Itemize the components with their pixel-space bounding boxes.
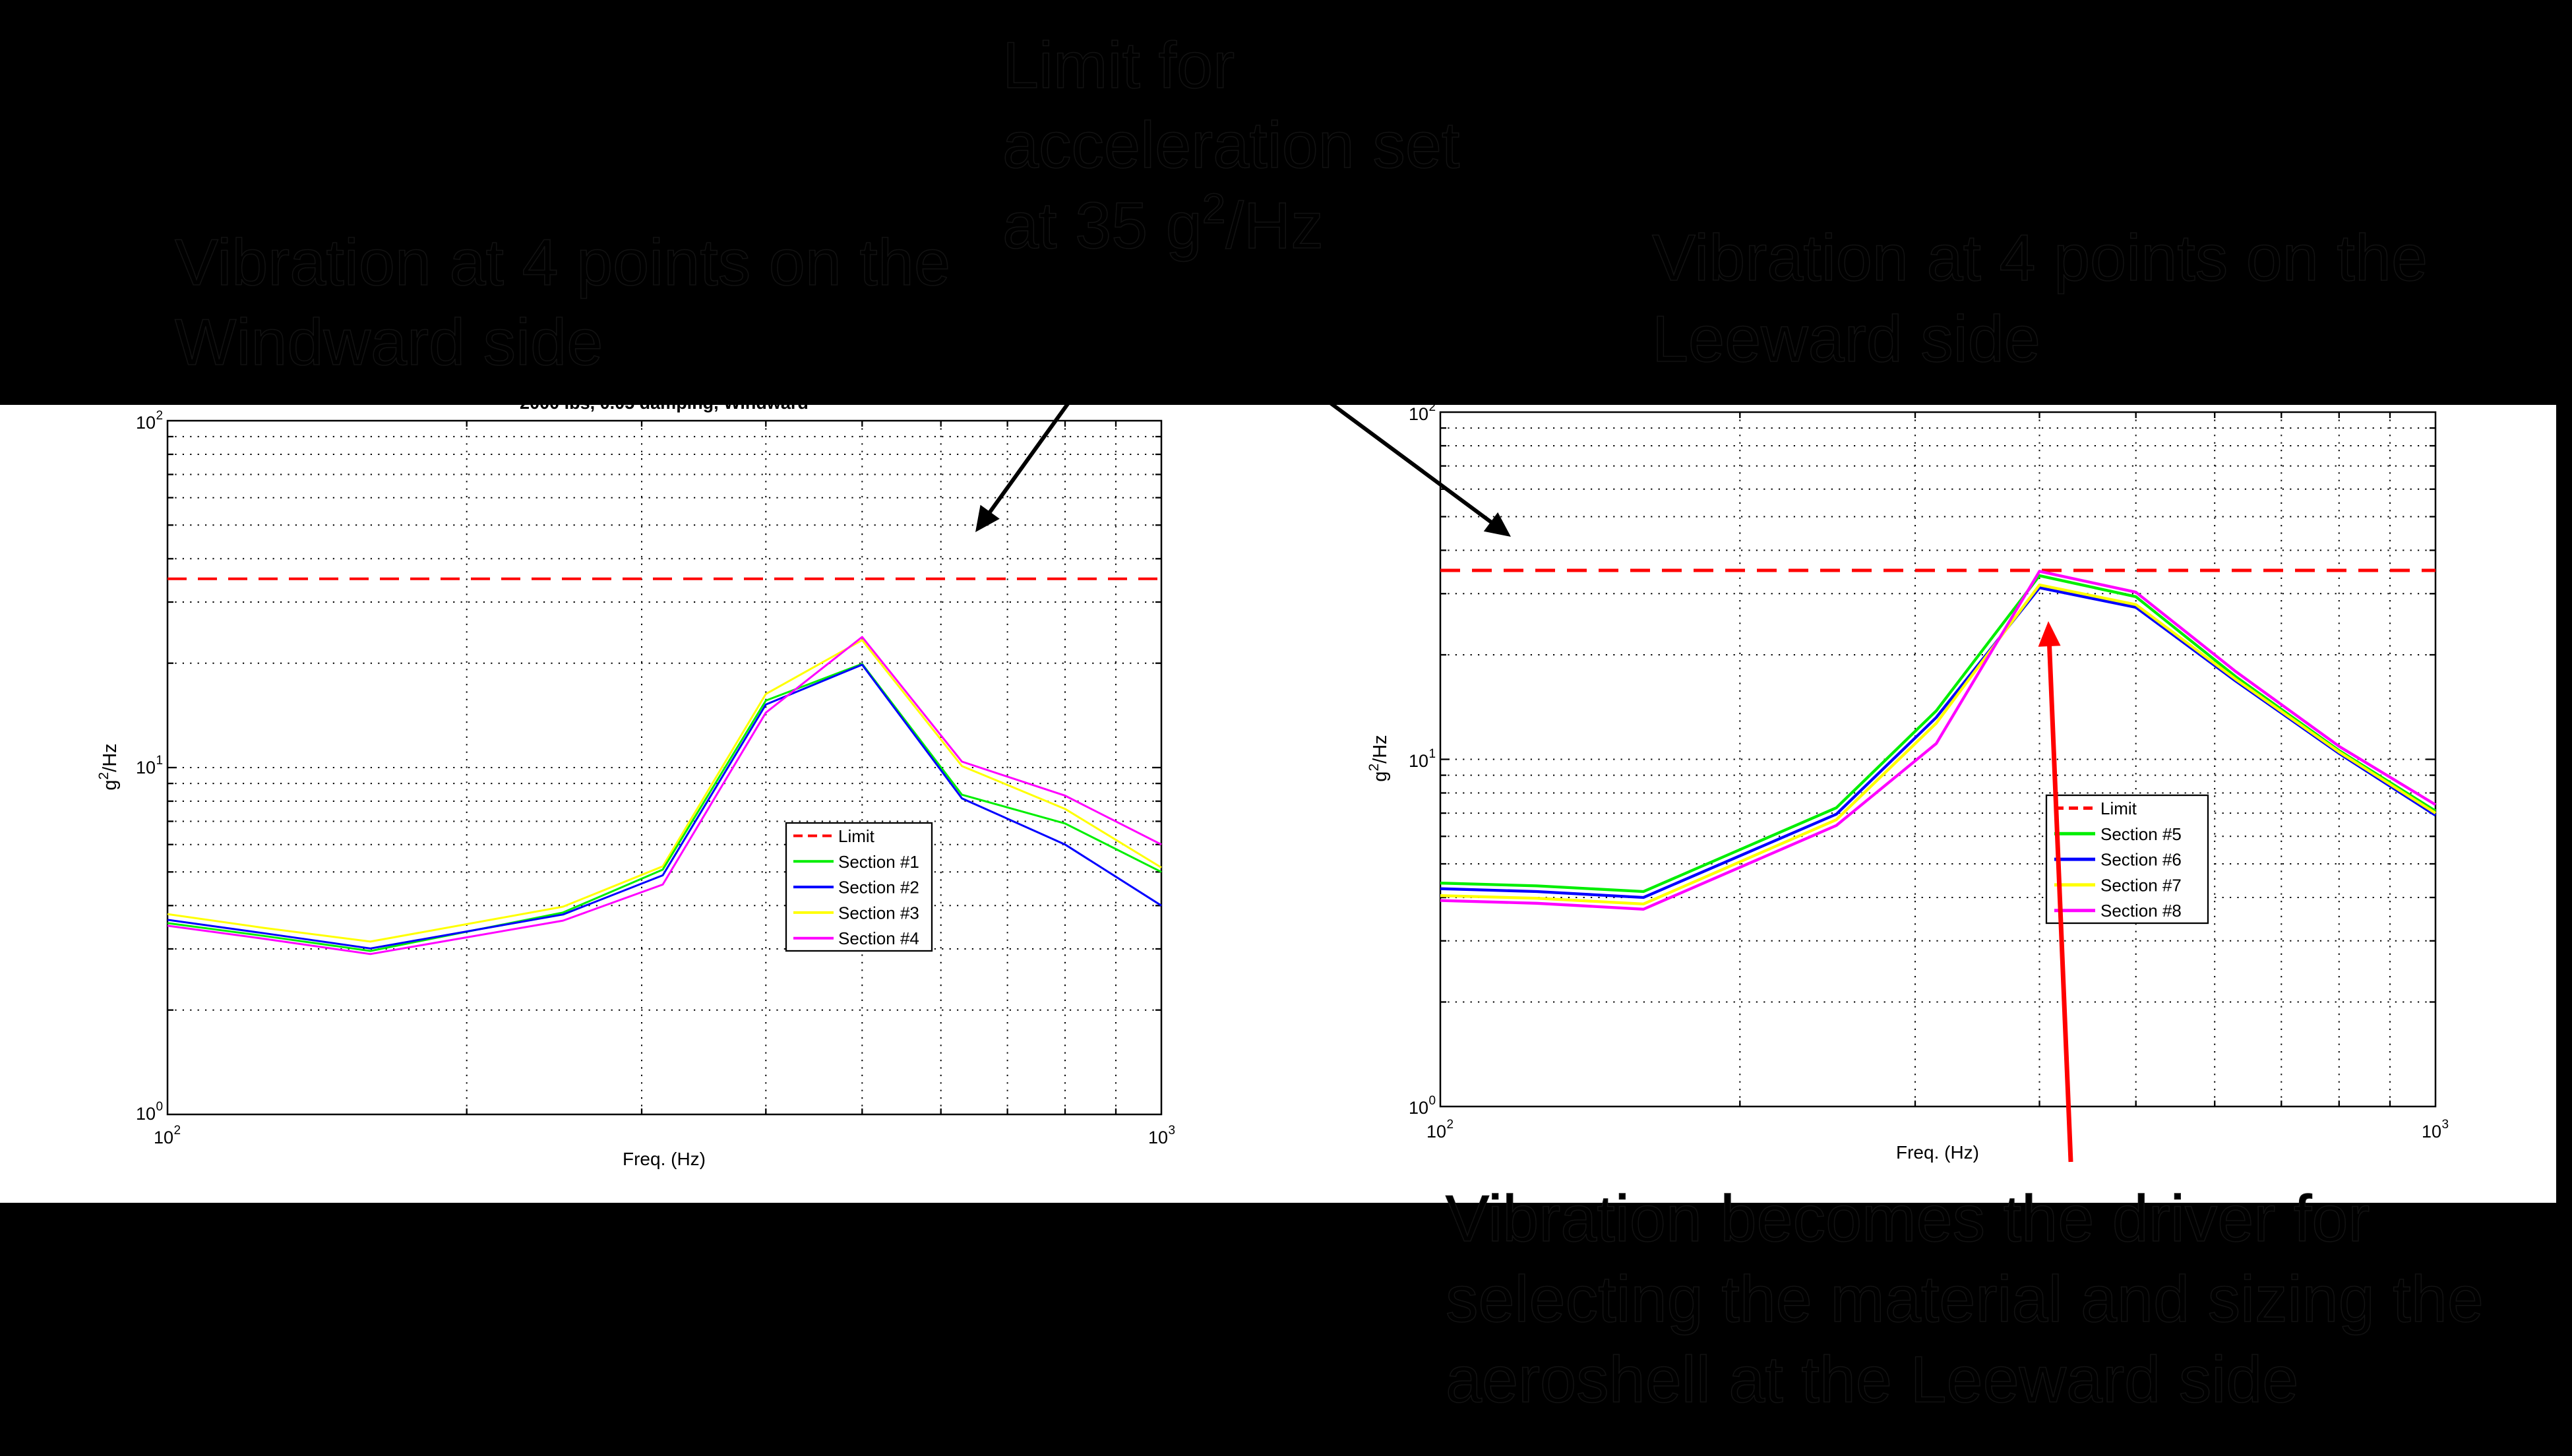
svg-text:0: 0 xyxy=(156,1100,164,1114)
svg-text:2: 2 xyxy=(156,409,164,423)
svg-text:2: 2 xyxy=(1447,1118,1454,1132)
svg-text:Section #5: Section #5 xyxy=(2100,824,2182,844)
svg-text:10: 10 xyxy=(136,1104,156,1124)
svg-text:Leeward side: Leeward side xyxy=(1652,302,2040,375)
svg-text:10: 10 xyxy=(1148,1128,1168,1147)
svg-text:10: 10 xyxy=(136,413,156,433)
svg-text:at 35 g2/Hz: at 35 g2/Hz xyxy=(1002,185,1324,262)
svg-text:Section #2: Section #2 xyxy=(838,878,919,897)
svg-text:10: 10 xyxy=(136,758,156,777)
svg-text:Section #6: Section #6 xyxy=(2100,850,2182,870)
svg-text:Vibration at 4 points on the: Vibration at 4 points on the xyxy=(1652,221,2428,294)
svg-text:Section #7: Section #7 xyxy=(2100,875,2182,895)
svg-text:Section #8: Section #8 xyxy=(2100,901,2182,921)
svg-text:10: 10 xyxy=(1409,1098,1428,1118)
svg-text:2: 2 xyxy=(1429,400,1436,414)
svg-text:Limit: Limit xyxy=(2100,799,2137,818)
svg-text:3: 3 xyxy=(1169,1124,1176,1138)
svg-text:Limit: Limit xyxy=(838,826,875,846)
svg-text:g2/Hz: g2/Hz xyxy=(96,743,121,790)
svg-text:10: 10 xyxy=(1409,751,1428,771)
svg-text:10: 10 xyxy=(1426,1122,1446,1141)
svg-text:Vibration at 4 points on the: Vibration at 4 points on the xyxy=(175,226,950,299)
svg-text:selecting the material and siz: selecting the material and sizing the xyxy=(1446,1262,2484,1335)
svg-text:10: 10 xyxy=(154,1128,173,1147)
svg-text:g2/Hz: g2/Hz xyxy=(1366,735,1391,781)
svg-text:Freq. (Hz): Freq. (Hz) xyxy=(1896,1142,1979,1163)
svg-text:aeroshell at the Leeward side: aeroshell at the Leeward side xyxy=(1446,1343,2298,1416)
svg-text:Freq. (Hz): Freq. (Hz) xyxy=(623,1149,706,1169)
svg-text:3: 3 xyxy=(2442,1118,2449,1132)
svg-text:0: 0 xyxy=(1429,1094,1436,1108)
svg-text:Windward side: Windward side xyxy=(175,305,603,379)
svg-text:10: 10 xyxy=(1409,404,1428,424)
svg-text:10: 10 xyxy=(2422,1122,2441,1141)
svg-text:2: 2 xyxy=(174,1124,181,1138)
svg-text:1: 1 xyxy=(156,754,164,768)
svg-text:Section #4: Section #4 xyxy=(838,928,919,948)
svg-text:Limit for: Limit for xyxy=(1002,28,1235,102)
svg-text:acceleration set: acceleration set xyxy=(1002,108,1459,181)
svg-text:1: 1 xyxy=(1429,747,1436,761)
svg-text:Section #3: Section #3 xyxy=(838,903,919,923)
svg-text:Vibration becomes the driver f: Vibration becomes the driver for xyxy=(1446,1182,2370,1255)
svg-text:2000 lbs, 0.05 damping, Windwa: 2000 lbs, 0.05 damping, Windward xyxy=(520,393,809,413)
svg-text:Section #1: Section #1 xyxy=(838,852,919,872)
